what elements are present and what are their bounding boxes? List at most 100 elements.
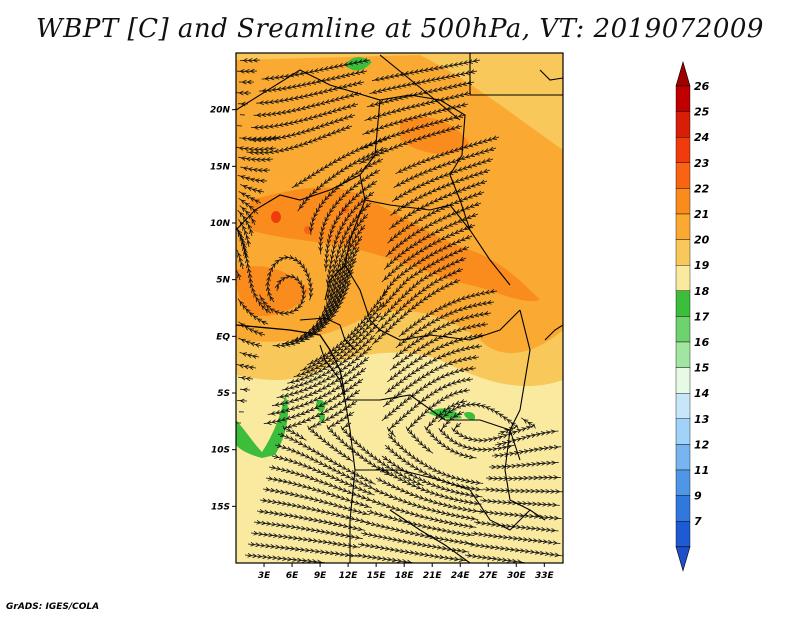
streamline: [438, 404, 516, 434]
streamline: [494, 431, 559, 445]
streamline: [491, 447, 562, 456]
streamline: [236, 400, 248, 401]
streamline: [357, 544, 467, 561]
lat-label: 5S: [217, 389, 230, 399]
streamline: [354, 555, 415, 563]
streamline: [238, 321, 266, 335]
colorbar-label: 18: [694, 285, 710, 298]
map-title: WBPT [C] and Sreamline at 500hPa, VT: 20…: [36, 14, 764, 44]
streamline: [240, 184, 265, 193]
lon-label: 33E: [535, 571, 555, 581]
colorbar-swatch: [675, 444, 691, 471]
colorbar-swatch: [675, 85, 691, 112]
colorbar-swatch: [675, 393, 691, 420]
lat-label: 20N: [210, 106, 231, 116]
colorbar-swatch: [675, 469, 691, 496]
streamline: [237, 174, 268, 181]
streamline: [236, 147, 277, 149]
colorbar-top-arrow: [675, 60, 691, 87]
streamline: [473, 522, 559, 531]
streamline: [236, 364, 257, 368]
streamline: [238, 157, 274, 160]
lat-label: 5N: [216, 276, 230, 286]
colorbar-label: 23: [694, 157, 710, 170]
streamline: [238, 377, 254, 379]
colorbar-label: 14: [694, 387, 709, 400]
lat-label: 10S: [211, 446, 230, 456]
grads-credit: GrADS: IGES/COLA: [6, 602, 100, 612]
streamline: [485, 477, 562, 478]
colorbar-label: 21: [694, 208, 709, 221]
map-frame: [235, 52, 564, 564]
streamline: [239, 137, 280, 139]
colorbar: 26 25 24 23 22 21 20 19 18 17 16 15 14 13 12 11 9 7: [675, 60, 710, 572]
colorbar-swatch: [675, 290, 691, 317]
streamline: [476, 511, 562, 519]
lon-label: 15E: [367, 571, 387, 581]
colorbar-label: 15: [694, 362, 710, 375]
colorbar-swatch: [675, 188, 691, 215]
streamline: [239, 389, 251, 390]
streamline: [489, 463, 559, 468]
streamline: [239, 352, 260, 357]
streamline: [467, 544, 563, 556]
lat-label: 15N: [210, 162, 231, 172]
colorbar-swatch: [675, 367, 691, 394]
lat-label: EQ: [216, 332, 230, 342]
colorbar-label: 12: [694, 438, 710, 451]
lon-label: 9E: [314, 571, 327, 581]
streamline: [470, 533, 561, 544]
colorbar-swatch: [675, 239, 691, 266]
streamlines: [236, 60, 563, 563]
streamline: [240, 60, 261, 61]
colorbar-swatch: [675, 111, 691, 138]
colorbar-swatch: [675, 213, 691, 240]
lon-label: 3E: [258, 571, 271, 581]
colorbar-swatch: [675, 316, 691, 343]
country-borders: [236, 53, 563, 563]
colorbar-label: 25: [694, 106, 710, 119]
colorbar-swatch: [675, 418, 691, 445]
streamline: [247, 544, 358, 556]
wbpt-23-24-spot: [271, 211, 281, 223]
colorbar-label: 7: [694, 515, 702, 528]
colorbar-label: 9: [694, 490, 702, 503]
colorbar-swatch: [675, 162, 691, 189]
colorbar-label: 13: [694, 413, 710, 426]
colorbar-bottom-arrow: [675, 546, 691, 572]
colorbar-swatch: [675, 341, 691, 368]
colorbar-swatch: [675, 495, 691, 522]
colorbar-swatch: [675, 265, 691, 292]
colorbar-label: 19: [694, 259, 710, 272]
map-figure: 20N 15N 10N 5N EQ 5S 10S 15S 3E 6E 9E 12E 15E 18E 21E…: [210, 52, 710, 581]
colorbar-label: 24: [694, 131, 709, 144]
colorbar-label: 22: [694, 182, 710, 195]
lon-label: 24E: [451, 571, 471, 581]
colorbar-swatch: [675, 136, 691, 163]
colorbar-label: 20: [694, 234, 710, 247]
colorbar-swatch: [675, 521, 691, 548]
lon-label: 30E: [507, 571, 527, 581]
colorbar-label: 26: [694, 80, 710, 93]
lon-label: 6E: [286, 571, 299, 581]
longitude-labels: 3E 6E 9E 12E 15E 18E 21E 24E 27E 30E 33E: [258, 563, 555, 581]
streamline: [479, 500, 560, 505]
map-plot-area: [236, 53, 563, 563]
streamline: [238, 337, 263, 346]
lon-label: 12E: [339, 571, 359, 581]
lat-label: 15S: [211, 502, 230, 512]
lon-label: 21E: [423, 571, 443, 581]
colorbar-label: 16: [694, 336, 710, 349]
lon-label: 18E: [395, 571, 415, 581]
streamline: [237, 298, 269, 324]
streamline: [240, 167, 271, 170]
colorbar-label: 17: [694, 310, 710, 323]
lat-label: 10N: [210, 219, 231, 229]
wbpt-17-18-region: [236, 395, 288, 458]
lon-label: 27E: [479, 571, 499, 581]
latitude-labels: 20N 15N 10N 5N EQ 5S 10S 15S: [210, 106, 236, 512]
streamline: [482, 489, 563, 492]
streamline: [464, 555, 525, 563]
streamline: [244, 555, 325, 563]
colorbar-label: 11: [694, 464, 709, 477]
